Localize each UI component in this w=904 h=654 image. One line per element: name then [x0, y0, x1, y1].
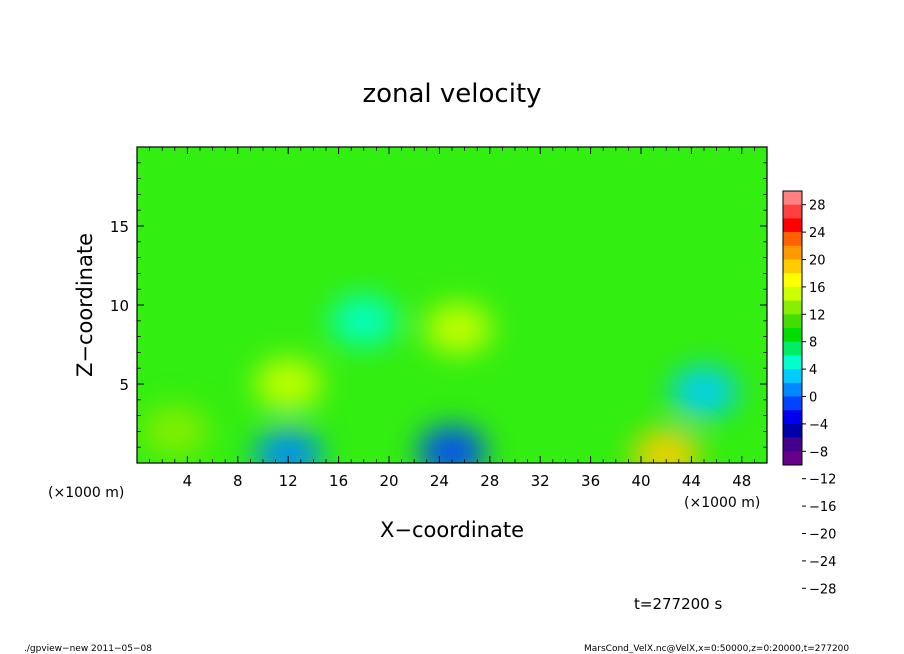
y-tick-label: 10 — [110, 297, 129, 315]
colorbar-segment — [783, 286, 802, 301]
colorbar-segment — [783, 259, 802, 274]
colorbar-label: −8 — [809, 445, 828, 460]
x-tick-label: 4 — [183, 472, 193, 490]
colorbar-label: 20 — [809, 254, 826, 269]
colorbar: 28 24 20 16 12 8 4 0 −4 −8 −12 −16 −20 −24 −28 — [782, 190, 836, 597]
field-feature — [424, 302, 493, 355]
x-tick-label: 40 — [631, 472, 650, 490]
colorbar-frame — [782, 190, 803, 466]
x-unit-right: (×1000 m) — [684, 495, 760, 511]
colorbar-label: 12 — [809, 308, 826, 323]
colorbar-label: 28 — [809, 199, 826, 214]
colorbar-label: −28 — [809, 582, 836, 597]
field-feature — [254, 429, 323, 463]
field-feature — [254, 358, 323, 410]
x-tick-label: 28 — [480, 472, 499, 490]
colorbar-segment — [783, 218, 802, 233]
colorbar-segment — [783, 451, 802, 466]
y-axis: 5 10 15 — [110, 162, 767, 448]
colorbar-segment — [783, 355, 802, 370]
x-tick-label: 36 — [581, 472, 600, 490]
x-tick-label: 48 — [732, 472, 751, 490]
colorbar-label: 0 — [809, 391, 817, 406]
colorbar-label: −20 — [809, 528, 836, 543]
field-feature — [632, 429, 701, 463]
time-annotation: t=277200 s — [634, 595, 722, 613]
x-tick-label: 8 — [233, 472, 243, 490]
colorbar-segment — [783, 314, 802, 329]
field-feature — [329, 294, 398, 347]
x-axis: 4 8 12 16 20 24 28 32 36 40 44 48 — [136, 147, 768, 490]
colorbar-label: 4 — [809, 363, 817, 378]
chart-title: zonal velocity — [362, 79, 541, 109]
y-tick-label: 15 — [110, 218, 129, 236]
colorbar-label: −12 — [809, 473, 836, 488]
colorbar-segment — [783, 245, 802, 260]
x-tick-label: 32 — [531, 472, 550, 490]
x-unit-left: (×1000 m) — [48, 485, 124, 501]
field-feature — [140, 405, 209, 458]
footer-left: ./gpview−new 2011−05−08 — [24, 644, 152, 654]
colorbar-label: −16 — [809, 500, 836, 515]
colorbar-segment — [783, 423, 802, 438]
colorbar-segment — [783, 410, 802, 425]
colorbar-segment — [783, 396, 802, 411]
colorbar-label: −4 — [809, 418, 828, 433]
colorbar-segment — [783, 191, 802, 205]
x-tick-label: 20 — [379, 472, 398, 490]
colorbar-segment — [783, 204, 802, 219]
colorbar-label: −24 — [809, 555, 836, 570]
colorbar-label: 16 — [809, 281, 826, 296]
x-tick-label: 12 — [279, 472, 298, 490]
x-tick-label: 16 — [329, 472, 348, 490]
colorbar-segment — [783, 437, 802, 452]
heatmap-field — [137, 147, 767, 463]
colorbar-segment — [783, 273, 802, 288]
colorbar-segment — [783, 341, 802, 356]
colorbar-segment — [783, 328, 802, 342]
colorbar-segment — [783, 382, 802, 397]
field-feature — [418, 425, 486, 463]
colorbar-label: 24 — [809, 226, 826, 241]
colorbar-segment — [783, 232, 802, 247]
colorbar-label: 8 — [809, 336, 817, 351]
field-feature — [670, 365, 738, 418]
colorbar-segment — [783, 300, 802, 315]
x-tick-label: 44 — [682, 472, 701, 490]
x-axis-label: X−coordinate — [380, 518, 524, 542]
x-tick-label: 24 — [430, 472, 449, 490]
footer-right: MarsCond_VelX.nc@VelX,x=0:50000,z=0:2000… — [584, 644, 849, 654]
y-axis-label: Z−coordinate — [73, 233, 97, 377]
colorbar-segment — [783, 369, 802, 384]
y-tick-label: 5 — [119, 376, 129, 394]
